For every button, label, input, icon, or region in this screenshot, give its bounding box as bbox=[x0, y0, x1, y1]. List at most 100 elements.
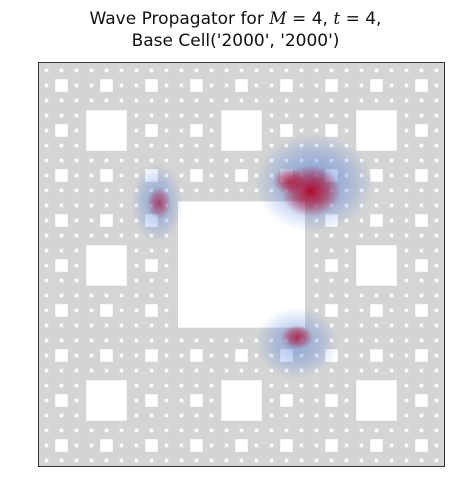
lattice-dot bbox=[74, 323, 79, 328]
wave-amplitude-map bbox=[131, 133, 374, 379]
lattice-dot bbox=[104, 158, 109, 163]
lattice-dot bbox=[359, 443, 364, 448]
lattice-dot bbox=[164, 143, 169, 148]
lattice-dot bbox=[74, 263, 79, 268]
lattice-dot bbox=[434, 398, 439, 403]
lattice-dot bbox=[164, 248, 169, 253]
lattice-dot bbox=[389, 188, 394, 193]
lattice-dot bbox=[74, 143, 79, 148]
lattice-dot bbox=[44, 173, 49, 178]
lattice-dot bbox=[389, 353, 394, 358]
lattice-dot bbox=[329, 248, 334, 253]
small-hole bbox=[325, 124, 338, 137]
lattice-dot bbox=[434, 203, 439, 208]
lattice-dot bbox=[419, 113, 424, 118]
lattice-dot bbox=[149, 158, 154, 163]
small-hole bbox=[325, 394, 338, 407]
lattice-dot bbox=[134, 443, 139, 448]
lattice-dot bbox=[89, 188, 94, 193]
lattice-dot bbox=[404, 323, 409, 328]
lattice-dot bbox=[179, 98, 184, 103]
lattice-dot bbox=[224, 368, 229, 373]
lattice-dot bbox=[389, 173, 394, 178]
lattice-dot bbox=[164, 428, 169, 433]
lattice-dot bbox=[59, 338, 64, 343]
lattice-dot bbox=[329, 278, 334, 283]
lattice-dot bbox=[44, 308, 49, 313]
lattice-dot bbox=[344, 293, 349, 298]
lattice-dot bbox=[434, 338, 439, 343]
lattice-dot bbox=[374, 68, 379, 73]
lattice-dot bbox=[164, 278, 169, 283]
lattice-dot bbox=[314, 248, 319, 253]
lattice-dot bbox=[59, 143, 64, 148]
lattice-dot bbox=[59, 428, 64, 433]
lattice-dot bbox=[419, 233, 424, 238]
lattice-dot bbox=[299, 83, 304, 88]
lattice-dot bbox=[134, 68, 139, 73]
lattice-dot bbox=[119, 428, 124, 433]
small-hole bbox=[325, 79, 338, 92]
lattice-dot bbox=[314, 278, 319, 283]
small-hole bbox=[235, 169, 248, 182]
lattice-dot bbox=[74, 443, 79, 448]
lattice-dot bbox=[434, 263, 439, 268]
small-hole bbox=[145, 394, 158, 407]
lattice-dot bbox=[194, 428, 199, 433]
lattice-dot bbox=[149, 278, 154, 283]
lattice-dot bbox=[134, 338, 139, 343]
lattice-dot bbox=[44, 203, 49, 208]
small-hole bbox=[145, 349, 158, 362]
lattice-dot bbox=[224, 458, 229, 463]
lattice-dot bbox=[389, 308, 394, 313]
lattice-dot bbox=[164, 398, 169, 403]
lattice-dot bbox=[329, 233, 334, 238]
small-hole bbox=[235, 349, 248, 362]
lattice-dot bbox=[44, 233, 49, 238]
lattice-dot bbox=[314, 413, 319, 418]
lattice-dot bbox=[419, 413, 424, 418]
lattice-dot bbox=[434, 368, 439, 373]
lattice-dot bbox=[164, 98, 169, 103]
lattice-dot bbox=[419, 293, 424, 298]
lattice-dot bbox=[74, 113, 79, 118]
lattice-dot bbox=[59, 248, 64, 253]
lattice-dot bbox=[329, 293, 334, 298]
lattice-dot bbox=[269, 83, 274, 88]
lattice-dot bbox=[404, 158, 409, 163]
lattice-dot bbox=[224, 338, 229, 343]
lattice-dot bbox=[404, 233, 409, 238]
lattice-dot bbox=[329, 368, 334, 373]
lattice-dot bbox=[179, 158, 184, 163]
small-hole bbox=[370, 214, 383, 227]
lattice-dot bbox=[104, 188, 109, 193]
lattice-dot bbox=[194, 98, 199, 103]
lattice-dot bbox=[149, 143, 154, 148]
lattice-dot bbox=[89, 368, 94, 373]
lattice-dot bbox=[269, 68, 274, 73]
lattice-dot bbox=[329, 68, 334, 73]
lattice-dot bbox=[404, 398, 409, 403]
lattice-dot bbox=[149, 338, 154, 343]
lattice-dot bbox=[434, 323, 439, 328]
lattice-dot bbox=[404, 428, 409, 433]
lattice-dot bbox=[359, 293, 364, 298]
small-hole bbox=[235, 439, 248, 452]
lattice-dot bbox=[434, 128, 439, 133]
small-hole bbox=[100, 304, 113, 317]
lattice-dot bbox=[89, 98, 94, 103]
small-hole bbox=[190, 439, 203, 452]
lattice-dot bbox=[419, 458, 424, 463]
lattice-dot bbox=[104, 203, 109, 208]
lattice-dot bbox=[359, 83, 364, 88]
lattice-dot bbox=[209, 173, 214, 178]
lattice-dot bbox=[344, 353, 349, 358]
lattice-dot bbox=[44, 368, 49, 373]
lattice-dot bbox=[344, 443, 349, 448]
lattice-dot bbox=[104, 323, 109, 328]
lattice-dot bbox=[194, 368, 199, 373]
lattice-dot bbox=[359, 308, 364, 313]
lattice-dot bbox=[359, 353, 364, 358]
small-hole bbox=[145, 439, 158, 452]
lattice-dot bbox=[194, 383, 199, 388]
